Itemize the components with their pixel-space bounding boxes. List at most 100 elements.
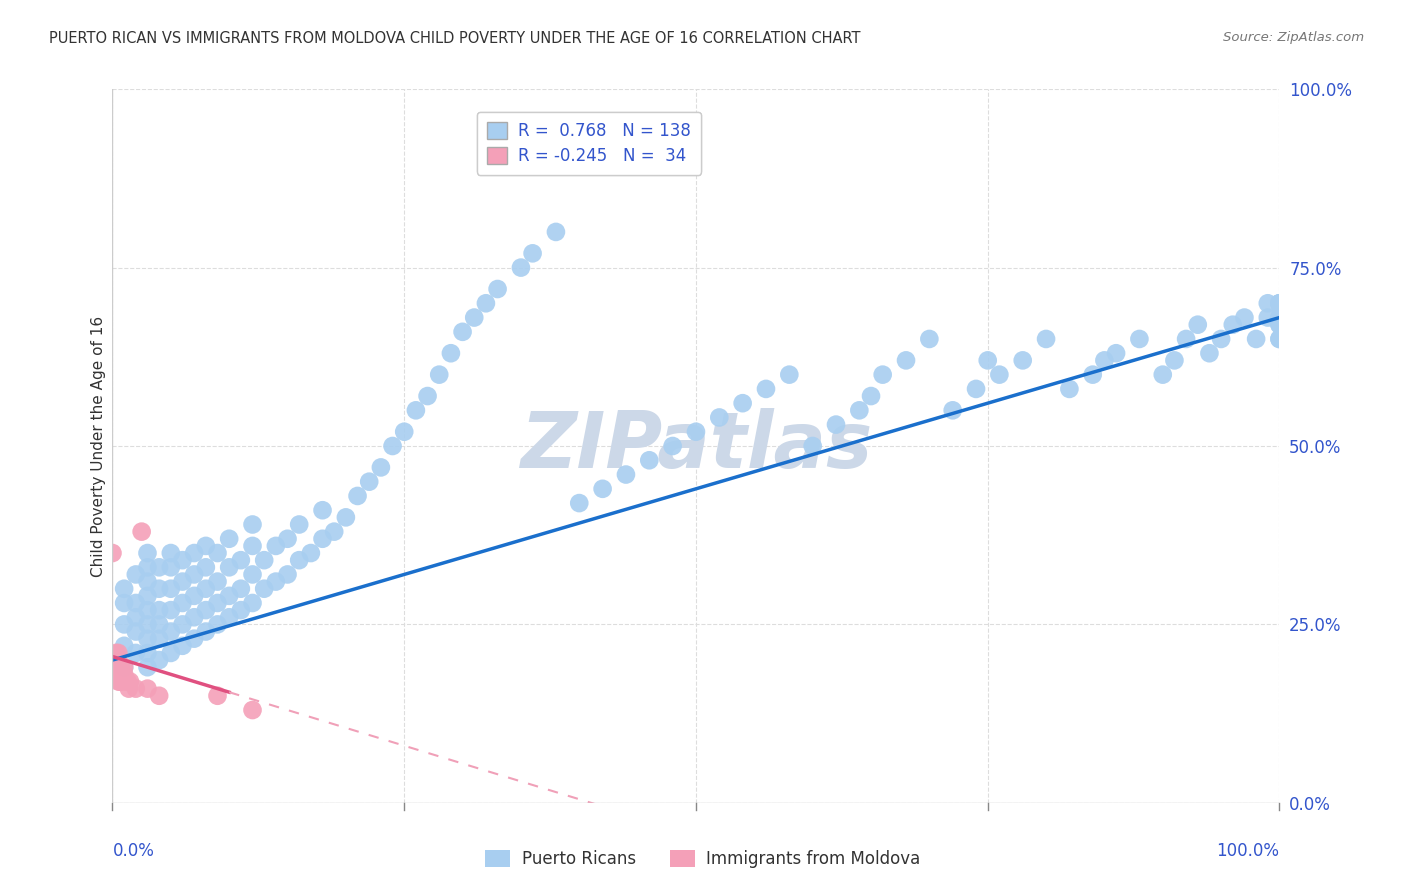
Point [115, 674, 138, 689]
Point [416, 389, 439, 403]
Point [136, 560, 159, 574]
Point [107, 653, 129, 667]
Point [592, 482, 614, 496]
Point [117, 674, 139, 689]
Point [108, 667, 131, 681]
Point [1233, 310, 1256, 325]
Point [172, 574, 194, 589]
Point [111, 667, 134, 681]
Point [104, 646, 127, 660]
Point [1081, 368, 1104, 382]
Point [136, 546, 159, 560]
Point [242, 539, 264, 553]
Point [394, 425, 416, 439]
Point [183, 632, 205, 646]
Point [107, 646, 129, 660]
Point [110, 660, 132, 674]
Point [661, 439, 683, 453]
Point [288, 553, 311, 567]
Point [172, 639, 194, 653]
Point [136, 617, 159, 632]
Point [1268, 310, 1291, 325]
Point [183, 610, 205, 624]
Point [104, 667, 127, 681]
Point [194, 560, 217, 574]
Point [112, 667, 135, 681]
Point [104, 653, 127, 667]
Point [872, 368, 894, 382]
Point [172, 553, 194, 567]
Point [942, 403, 965, 417]
Point [160, 560, 183, 574]
Point [131, 524, 153, 539]
Point [1198, 346, 1220, 360]
Point [253, 582, 276, 596]
Point [136, 632, 159, 646]
Text: 0.0%: 0.0% [112, 842, 155, 860]
Point [894, 353, 917, 368]
Point [755, 382, 778, 396]
Point [194, 582, 217, 596]
Point [112, 660, 135, 674]
Point [299, 546, 322, 560]
Point [207, 689, 229, 703]
Point [107, 667, 129, 681]
Point [218, 560, 240, 574]
Point [160, 582, 183, 596]
Legend: Puerto Ricans, Immigrants from Moldova: Puerto Ricans, Immigrants from Moldova [479, 843, 927, 875]
Point [112, 639, 135, 653]
Point [1035, 332, 1057, 346]
Point [110, 667, 132, 681]
Point [107, 674, 129, 689]
Point [136, 589, 159, 603]
Point [148, 632, 170, 646]
Point [105, 653, 128, 667]
Point [218, 532, 240, 546]
Text: Source: ZipAtlas.com: Source: ZipAtlas.com [1223, 31, 1364, 45]
Point [105, 667, 128, 681]
Point [136, 646, 159, 660]
Point [172, 617, 194, 632]
Point [111, 674, 134, 689]
Point [183, 567, 205, 582]
Point [136, 660, 159, 674]
Point [207, 617, 229, 632]
Point [125, 646, 148, 660]
Point [104, 660, 127, 674]
Point [148, 560, 170, 574]
Point [108, 674, 131, 689]
Point [1059, 382, 1081, 396]
Point [207, 546, 229, 560]
Point [405, 403, 427, 417]
Point [288, 517, 311, 532]
Point [509, 260, 531, 275]
Point [108, 660, 131, 674]
Point [125, 567, 148, 582]
Point [1187, 318, 1209, 332]
Point [160, 603, 183, 617]
Point [475, 296, 498, 310]
Point [860, 389, 883, 403]
Point [1175, 332, 1198, 346]
Point [242, 596, 264, 610]
Point [463, 310, 485, 325]
Point [614, 467, 637, 482]
Point [1105, 346, 1128, 360]
Point [125, 624, 148, 639]
Point [522, 246, 544, 260]
Point [451, 325, 474, 339]
Point [160, 546, 183, 560]
Point [801, 439, 824, 453]
Text: 100.0%: 100.0% [1216, 842, 1279, 860]
Point [335, 510, 357, 524]
Point [125, 681, 148, 696]
Text: PUERTO RICAN VS IMMIGRANTS FROM MOLDOVA CHILD POVERTY UNDER THE AGE OF 16 CORREL: PUERTO RICAN VS IMMIGRANTS FROM MOLDOVA … [49, 31, 860, 46]
Legend: R =  0.768   N = 138, R = -0.245   N =  34: R = 0.768 N = 138, R = -0.245 N = 34 [477, 112, 702, 175]
Point [112, 582, 135, 596]
Point [346, 489, 368, 503]
Point [1268, 310, 1291, 325]
Point [194, 624, 217, 639]
Point [118, 674, 141, 689]
Point [1268, 318, 1291, 332]
Point [311, 503, 333, 517]
